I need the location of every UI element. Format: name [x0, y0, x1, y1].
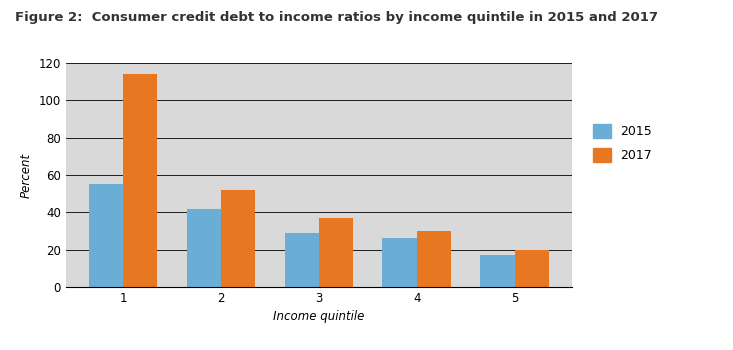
Bar — [319, 218, 353, 287]
Legend: 2015, 2017: 2015, 2017 — [588, 119, 658, 167]
Bar — [123, 74, 158, 287]
Text: Figure 2:  Consumer credit debt to income ratios by income quintile in 2015 and : Figure 2: Consumer credit debt to income… — [15, 10, 658, 23]
Bar — [480, 255, 515, 287]
Bar — [515, 250, 549, 287]
Bar — [89, 184, 123, 287]
Bar — [383, 238, 416, 287]
Bar — [416, 231, 451, 287]
Bar — [187, 209, 221, 287]
Bar — [221, 190, 255, 287]
Bar — [284, 233, 319, 287]
X-axis label: Income quintile: Income quintile — [273, 310, 364, 323]
Y-axis label: Percent: Percent — [21, 153, 33, 197]
